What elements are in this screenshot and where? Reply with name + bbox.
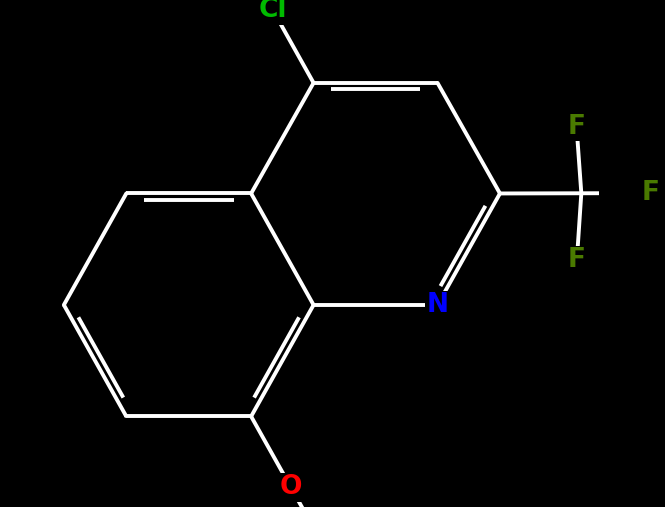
Text: F: F bbox=[568, 247, 586, 273]
Text: F: F bbox=[642, 180, 660, 206]
Text: F: F bbox=[567, 114, 586, 140]
Text: Cl: Cl bbox=[259, 0, 287, 23]
Text: O: O bbox=[280, 475, 302, 500]
Text: N: N bbox=[426, 292, 448, 318]
